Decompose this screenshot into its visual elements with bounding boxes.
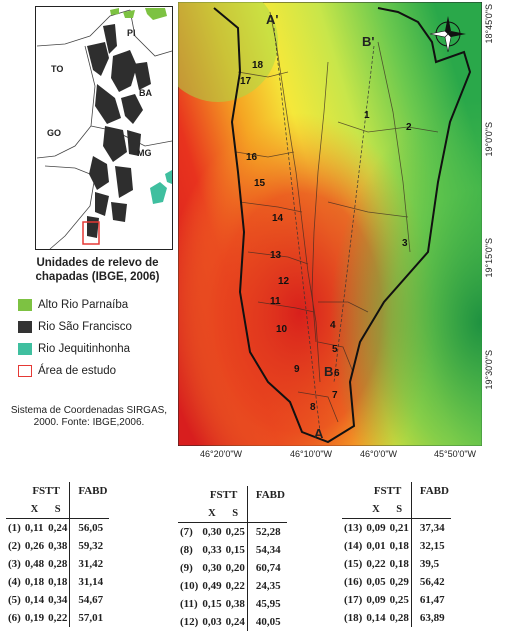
point-label: 13 (270, 250, 282, 261)
fstt-header: FSTT (373, 485, 402, 497)
profile-lines (273, 27, 375, 433)
table-row: (12) 0,03 0,24 40,05 (178, 613, 287, 631)
red-box-swatch-icon (18, 365, 32, 377)
table-row: (15) 0,22 0,18 39,5 (342, 555, 451, 573)
table-row: (7) 0,30 0,25 52,28 (178, 522, 287, 541)
dark-swatch-icon (18, 321, 32, 333)
point-label: 9 (294, 364, 300, 375)
point-label: 7 (332, 390, 338, 401)
fabd-header: FABD (69, 482, 110, 500)
point-label: 18 (252, 60, 264, 71)
table-row: (3) 0,48 0,28 31,42 (6, 555, 110, 573)
inset-map: PI TO BA GO MG (35, 6, 173, 250)
point-label: 5 (332, 344, 338, 355)
lat-tick: 19°0'0"S (484, 122, 494, 157)
s-header: S (387, 500, 412, 519)
point-label: 15 (254, 178, 266, 189)
point-label: 11 (270, 296, 281, 307)
point-label: 14 (272, 213, 284, 224)
point-label: 4 (330, 320, 336, 331)
s-header: S (223, 504, 248, 523)
point-label: 16 (246, 152, 258, 163)
table-row: (1) 0,11 0,24 56,05 (6, 518, 110, 537)
legend-item-area-de-estudo: Área de estudo (18, 363, 117, 379)
legend-item-alto-rio-parnaiba: Alto Rio Parnaíba (18, 297, 129, 313)
point-label: 6 (334, 368, 340, 379)
lon-tick: 46°0'0"W (360, 449, 398, 459)
state-label-pi: PI (127, 28, 136, 38)
state-label-mg: MG (137, 148, 152, 158)
state-label-go: GO (47, 128, 61, 138)
table-row: (18) 0,14 0,28 63,89 (342, 609, 451, 627)
inset-map-canvas: PI TO BA GO MG (35, 6, 173, 250)
profile-label-a: A (314, 426, 324, 441)
x-header: X (364, 500, 388, 519)
table-row: (14) 0,01 0,18 32,15 (342, 537, 451, 555)
legend-title: Unidades de relevo de chapadas (IBGE, 20… (35, 257, 160, 283)
profile-label-b-prime: B' (362, 34, 374, 49)
study-area-boundary (213, 7, 472, 444)
inset-teal-units (150, 170, 172, 204)
drainage-network (235, 11, 439, 423)
table-row: (4) 0,18 0,18 31,14 (6, 573, 110, 591)
profile-label-b: B (324, 364, 333, 379)
point-label: 1 (364, 110, 370, 121)
lat-tick: 18°45'0"S (484, 4, 494, 44)
point-label: 8 (310, 402, 316, 413)
legend-item-rio-sao-francisco: Rio São Francisco (18, 319, 132, 335)
elevation-map: A' B' A B 1 2 3 4 5 6 7 8 9 10 11 12 13 … (158, 0, 483, 447)
table-row: (9) 0,30 0,20 60,74 (178, 559, 287, 577)
point-label: 2 (406, 122, 412, 133)
lon-tick: 46°20'0"W (200, 449, 243, 459)
table-row: (17) 0,09 0,25 61,47 (342, 591, 451, 609)
table-row: (11) 0,15 0,38 45,95 (178, 595, 287, 613)
state-label-to: TO (51, 64, 63, 74)
table-row: (2) 0,26 0,38 59,32 (6, 537, 110, 555)
elevation-map-canvas: A' B' A B 1 2 3 4 5 6 7 8 9 10 11 12 13 … (158, 0, 483, 447)
legend-label: Rio Jequitinhonha (38, 343, 131, 355)
point-label: 3 (402, 238, 408, 249)
lon-tick: 45°50'0"W (434, 449, 477, 459)
x-header: X (22, 500, 47, 519)
study-area-box (82, 221, 100, 245)
coordinate-system-credit: Sistema de Coordenadas SIRGAS, 2000. Fon… (10, 405, 168, 428)
lat-tick: 19°15'0"S (484, 238, 494, 278)
table-row: (10) 0,49 0,22 24,35 (178, 577, 287, 595)
table-row: (5) 0,14 0,34 54,67 (6, 591, 110, 609)
lat-tick: 19°30'0"S (484, 350, 494, 390)
green-swatch-icon (18, 299, 32, 311)
fstt-header: FSTT (209, 489, 238, 501)
legend-label: Alto Rio Parnaíba (38, 299, 129, 311)
legend-label: Rio São Francisco (38, 321, 132, 333)
table-row: (6) 0,19 0,22 57,01 (6, 609, 110, 627)
north-arrow-icon (429, 16, 466, 53)
point-label: 10 (276, 324, 288, 335)
fstt-header: FSTT (32, 485, 60, 497)
teal-swatch-icon (18, 343, 32, 355)
s-header: S (46, 500, 70, 519)
inset-green-units (110, 8, 167, 20)
table-row: (8) 0,33 0,15 54,34 (178, 541, 287, 559)
table-row: (16) 0,05 0,29 56,42 (342, 573, 451, 591)
fabd-header: FABD (410, 482, 451, 500)
point-label: 12 (278, 276, 290, 287)
state-label-ba: BA (139, 88, 152, 98)
table-row: (13) 0,09 0,21 37,34 (342, 518, 451, 537)
point-label: 17 (240, 76, 252, 87)
x-header: X (200, 504, 224, 523)
legend-label: Área de estudo (38, 365, 117, 377)
fabd-header: FABD (246, 486, 287, 504)
lon-tick: 46°10'0"W (290, 449, 333, 459)
legend-item-rio-jequitinhonha: Rio Jequitinhonha (18, 341, 131, 357)
profile-label-a-prime: A' (266, 12, 278, 27)
